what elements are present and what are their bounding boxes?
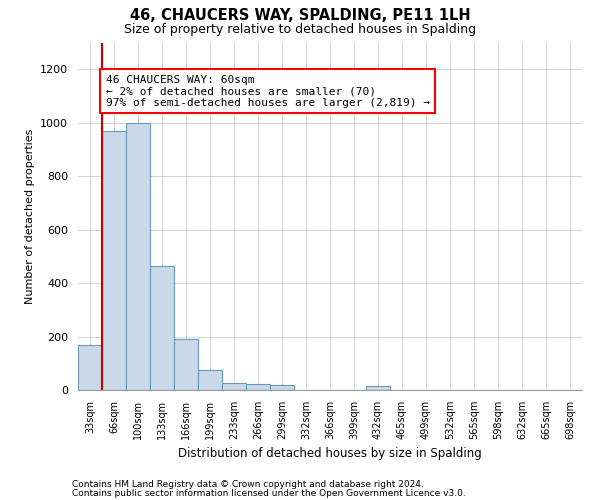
Bar bbox=[102, 130, 126, 390]
Text: 46, CHAUCERS WAY, SPALDING, PE11 1LH: 46, CHAUCERS WAY, SPALDING, PE11 1LH bbox=[130, 8, 470, 22]
Bar bbox=[246, 384, 270, 390]
Y-axis label: Number of detached properties: Number of detached properties bbox=[25, 128, 35, 304]
X-axis label: Distribution of detached houses by size in Spalding: Distribution of detached houses by size … bbox=[178, 448, 482, 460]
Bar bbox=[174, 339, 198, 390]
Text: Contains public sector information licensed under the Open Government Licence v3: Contains public sector information licen… bbox=[72, 489, 466, 498]
Bar bbox=[78, 344, 102, 390]
Bar bbox=[150, 266, 174, 390]
Bar bbox=[366, 386, 390, 390]
Bar bbox=[126, 122, 150, 390]
Text: Size of property relative to detached houses in Spalding: Size of property relative to detached ho… bbox=[124, 22, 476, 36]
Bar bbox=[222, 383, 246, 390]
Bar bbox=[270, 385, 294, 390]
Text: 46 CHAUCERS WAY: 60sqm
← 2% of detached houses are smaller (70)
97% of semi-deta: 46 CHAUCERS WAY: 60sqm ← 2% of detached … bbox=[106, 74, 430, 108]
Text: Contains HM Land Registry data © Crown copyright and database right 2024.: Contains HM Land Registry data © Crown c… bbox=[72, 480, 424, 489]
Bar bbox=[198, 370, 222, 390]
